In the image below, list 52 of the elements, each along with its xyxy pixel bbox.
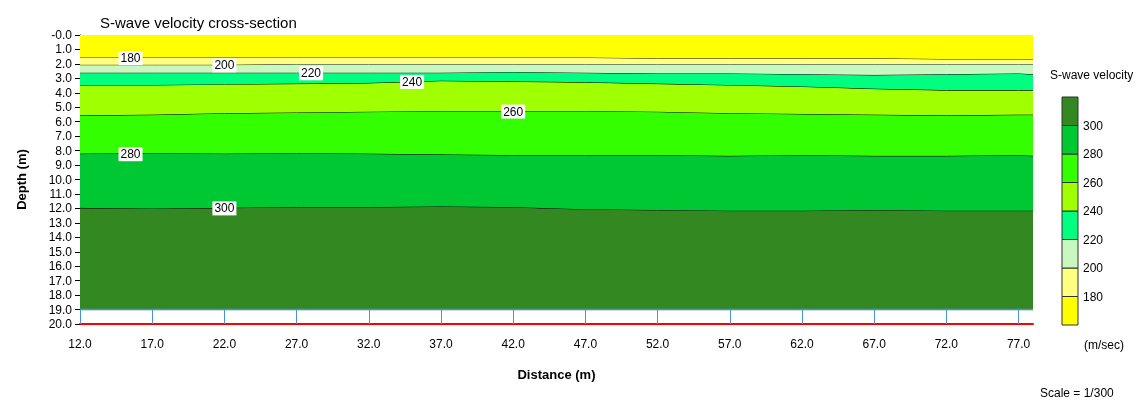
annotation: 220 xyxy=(301,66,322,81)
x-tick-label: 67.0 xyxy=(862,337,887,351)
x-tick-label: 77.0 xyxy=(1006,337,1031,351)
y-tick-label: 6.0 xyxy=(55,114,73,129)
x-tick-label: 47.0 xyxy=(573,337,598,351)
color-bar-label: 240 xyxy=(1083,204,1104,218)
y-tick-label: 1.0 xyxy=(55,42,73,57)
x-axis-title: Distance (m) xyxy=(517,367,596,382)
color-bar-title: S-wave velocity xyxy=(1050,68,1134,82)
y-tick-label: 15.0 xyxy=(48,244,73,259)
color-bar-label: 280 xyxy=(1083,147,1104,161)
color-bar-label: 300 xyxy=(1083,118,1104,133)
y-tick-label: 20.0 xyxy=(48,317,73,331)
y-tick-label: 11.0 xyxy=(49,186,73,201)
y-tick-label: 18.0 xyxy=(48,288,73,303)
y-tick-label: 17.0 xyxy=(48,273,73,288)
y-tick-label: 14.0 xyxy=(48,230,73,245)
y-tick-label: -0.0 xyxy=(51,28,73,42)
chart-title: S-wave velocity cross-section xyxy=(100,14,297,31)
y-tick-label: 12.0 xyxy=(48,201,73,216)
text: Scale = 1/300 xyxy=(1040,386,1115,400)
x-tick-label: 72.0 xyxy=(934,337,959,351)
x-tick-label: 27.0 xyxy=(284,337,309,351)
annotation: 240 xyxy=(402,74,423,89)
annotation: 180 xyxy=(120,51,141,66)
y-tick-label: 2.0 xyxy=(55,56,73,71)
color-bar-label: 180 xyxy=(1083,289,1104,304)
annotation: 280 xyxy=(120,147,141,162)
x-tick-label: 32.0 xyxy=(357,337,381,351)
x-tick-label: 52.0 xyxy=(645,337,670,351)
x-tick-label: 57.0 xyxy=(718,337,742,351)
color-bar-label: 260 xyxy=(1083,175,1104,190)
y-tick-label: 13.0 xyxy=(48,215,73,230)
x-tick-label: 42.0 xyxy=(501,337,526,351)
y-tick-label: 4.0 xyxy=(55,85,73,100)
y-tick-label: 9.0 xyxy=(55,158,73,173)
y-tick-label: 5.0 xyxy=(55,100,73,115)
color-bar-label: 220 xyxy=(1083,232,1104,247)
x-tick-label: 37.0 xyxy=(429,337,453,351)
x-tick-label: 12.0 xyxy=(68,337,92,351)
y-axis-title: Depth (m) xyxy=(14,149,29,210)
y-tick-label: 16.0 xyxy=(48,259,73,274)
color-bar-label: 200 xyxy=(1083,261,1104,275)
x-tick-label: 62.0 xyxy=(790,337,814,351)
y-tick-label: 3.0 xyxy=(55,71,73,86)
y-tick-label: 8.0 xyxy=(55,143,73,158)
text: (m/sec) xyxy=(1084,338,1124,352)
y-tick-label: 19.0 xyxy=(48,302,73,317)
y-tick-label: 7.0 xyxy=(55,129,73,144)
x-tick-label: 17.0 xyxy=(140,337,165,351)
x-tick-label: 22.0 xyxy=(212,337,237,351)
y-tick-label: 10.0 xyxy=(48,172,73,187)
